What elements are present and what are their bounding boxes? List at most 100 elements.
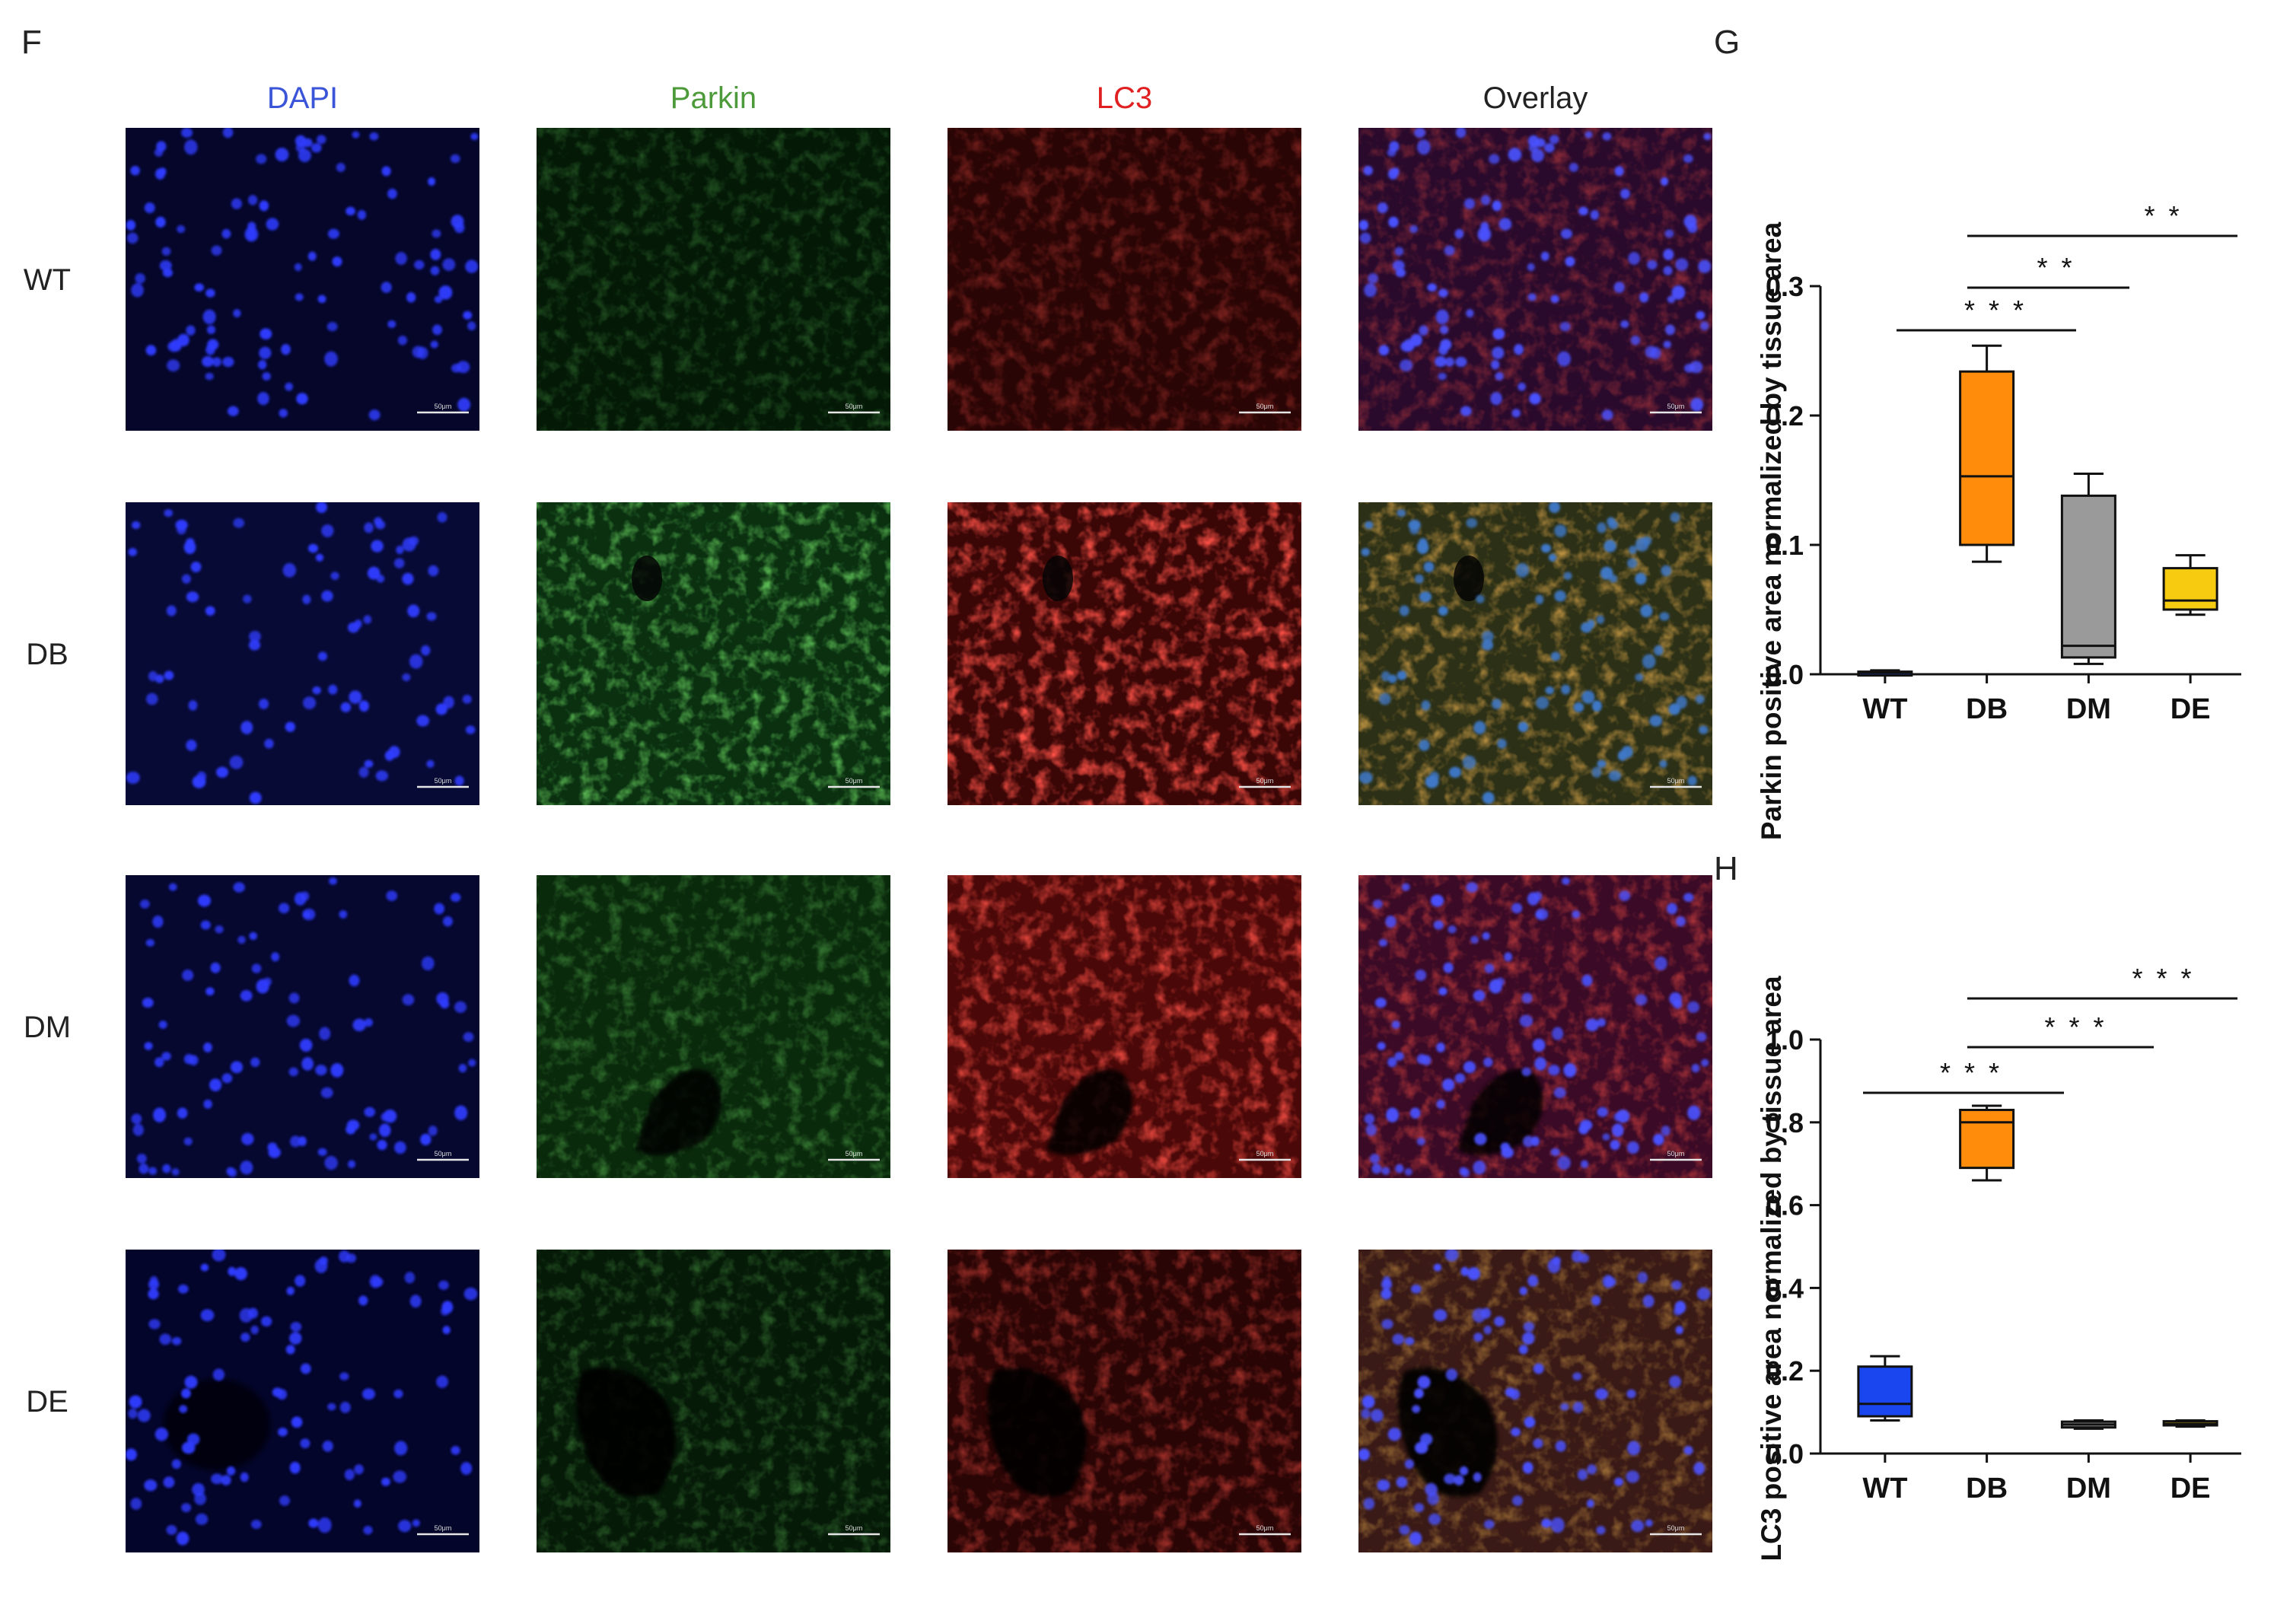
scale-bar: 50μm xyxy=(417,403,469,414)
micrograph-dm-parkin: 50μm xyxy=(537,875,890,1178)
scale-bar: 50μm xyxy=(1650,1150,1702,1161)
svg-text:50μm: 50μm xyxy=(1256,403,1274,410)
row-label-db: DB xyxy=(26,638,68,671)
y-tick-label: 0.1 xyxy=(1766,530,1804,561)
svg-text:* * *: * * * xyxy=(1940,1057,2002,1088)
svg-text:50μm: 50μm xyxy=(846,1150,863,1157)
scale-bar: 50μm xyxy=(1650,1524,1702,1536)
panel-letter-h: H xyxy=(1714,850,1738,887)
svg-text:50μm: 50μm xyxy=(435,1524,452,1532)
scale-bar: 50μm xyxy=(417,777,469,788)
x-tick-label-de: DE xyxy=(2170,693,2211,725)
significance-wt-db: * * * xyxy=(1863,1057,2064,1094)
scale-bar: 50μm xyxy=(1650,403,1702,414)
svg-text:50μm: 50μm xyxy=(1667,403,1685,410)
micrograph-wt-dapi: 50μm xyxy=(126,128,479,431)
row-label-de: DE xyxy=(26,1385,68,1419)
y-tick-label: 0.4 xyxy=(1766,1272,1804,1304)
micrograph-db-dapi: 50μm xyxy=(126,502,479,805)
box-db xyxy=(1959,344,2015,563)
x-tick-label-wt: WT xyxy=(1862,693,1907,725)
svg-text:50μm: 50μm xyxy=(435,777,452,785)
micrograph-de-overlay: 50μm xyxy=(1358,1250,1712,1552)
micrograph-wt-parkin: 50μm xyxy=(537,128,890,431)
chart-h-lc3: LC3 positive area normalized by tissue a… xyxy=(1756,963,2241,1562)
scale-bar: 50μm xyxy=(417,1524,469,1536)
svg-text:50μm: 50μm xyxy=(846,403,863,410)
scale-bar: 50μm xyxy=(1239,403,1291,414)
micrograph-de-dapi: 50μm xyxy=(126,1250,479,1552)
panel-letter-f: F xyxy=(21,24,42,61)
micrograph-de-parkin: 50μm xyxy=(537,1250,890,1552)
svg-text:* * *: * * * xyxy=(1964,295,2027,326)
chart-h-ylabel: LC3 positive area normalized by tissue a… xyxy=(1756,976,1787,1562)
svg-text:50μm: 50μm xyxy=(1256,777,1274,785)
y-tick-label: 0.8 xyxy=(1766,1107,1804,1138)
micrograph-dm-dapi: 50μm xyxy=(126,875,479,1178)
x-tick-label-db: DB xyxy=(1966,693,2008,725)
micrograph-wt-overlay: 50μm xyxy=(1358,128,1712,431)
chart-g-ylabel: Parkin positive area normalized by tissu… xyxy=(1756,221,1787,840)
x-tick-label-wt: WT xyxy=(1862,1473,1907,1505)
svg-text:50μm: 50μm xyxy=(1667,1524,1685,1532)
x-tick-label-de: DE xyxy=(2170,1473,2211,1505)
column-label-overlay: Overlay xyxy=(1483,81,1588,115)
box-dm xyxy=(2060,473,2116,665)
micrograph-wt-lc3: 50μm xyxy=(948,128,1301,431)
micrograph-db-overlay: 50μm xyxy=(1358,502,1712,805)
svg-text:50μm: 50μm xyxy=(1667,1150,1685,1157)
significance-db-dm: * * * xyxy=(1967,1011,2154,1049)
significance-db-dm: * * xyxy=(1967,252,2129,289)
y-tick-label: 0.3 xyxy=(1766,271,1804,302)
scale-bar: 50μm xyxy=(828,403,880,414)
svg-text:* * *: * * * xyxy=(2044,1011,2107,1043)
scale-bar: 50μm xyxy=(1239,777,1291,788)
scale-bar: 50μm xyxy=(828,1524,880,1536)
x-tick-label-dm: DM xyxy=(2066,693,2111,725)
scale-bar: 50μm xyxy=(1650,777,1702,788)
svg-text:50μm: 50μm xyxy=(846,777,863,785)
svg-text:50μm: 50μm xyxy=(1256,1524,1274,1532)
column-label-lc3: LC3 xyxy=(1097,81,1152,115)
x-tick-label-dm: DM xyxy=(2066,1473,2111,1505)
panel-letter-g: G xyxy=(1714,24,1740,61)
scale-bar: 50μm xyxy=(828,1150,880,1161)
scale-bar: 50μm xyxy=(417,1150,469,1161)
box-dm xyxy=(2060,1419,2116,1430)
svg-text:50μm: 50μm xyxy=(1667,777,1685,785)
significance-wt-db: * * * xyxy=(1897,295,2076,332)
micrograph-db-lc3: 50μm xyxy=(948,502,1301,805)
y-tick-label: 0.6 xyxy=(1766,1190,1804,1221)
y-tick-label: 0.0 xyxy=(1766,1438,1804,1470)
row-label-dm: DM xyxy=(24,1011,71,1044)
box-wt xyxy=(1857,669,1913,677)
micrograph-dm-overlay: 50μm xyxy=(1358,875,1712,1178)
svg-text:* *: * * xyxy=(2144,200,2182,231)
micrograph-dm-lc3: 50μm xyxy=(948,875,1301,1178)
scale-bar: 50μm xyxy=(1239,1524,1291,1536)
x-tick-label-db: DB xyxy=(1966,1473,2008,1505)
significance-db-de: * * * xyxy=(1967,963,2237,1000)
significance-db-de: * * xyxy=(1967,200,2237,237)
svg-text:50μm: 50μm xyxy=(435,1150,452,1157)
micrograph-grid: DAPI Parkin LC3 Overlay WT DB DM DE 50μm 50μm 50μm… xyxy=(24,81,1712,1552)
box-db xyxy=(1959,1104,2015,1182)
svg-text:50μm: 50μm xyxy=(435,403,452,410)
svg-text:* * *: * * * xyxy=(2132,963,2194,994)
svg-text:* *: * * xyxy=(2037,252,2075,283)
column-label-parkin: Parkin xyxy=(670,81,756,115)
scale-bar: 50μm xyxy=(1239,1150,1291,1161)
scale-bar: 50μm xyxy=(828,777,880,788)
svg-text:50μm: 50μm xyxy=(1256,1150,1274,1157)
y-tick-label: 0.2 xyxy=(1766,1355,1804,1387)
box-de xyxy=(2162,554,2218,616)
column-label-dapi: DAPI xyxy=(267,81,338,115)
box-de xyxy=(2162,1419,2218,1428)
row-label-wt: WT xyxy=(24,263,71,297)
y-tick-label: 0.2 xyxy=(1766,400,1804,431)
box-wt xyxy=(1857,1355,1913,1422)
chart-g-parkin: Parkin positive area normalized by tissu… xyxy=(1756,200,2241,840)
y-tick-label: 1.0 xyxy=(1766,1024,1804,1056)
y-tick-label: 0.0 xyxy=(1766,659,1804,690)
